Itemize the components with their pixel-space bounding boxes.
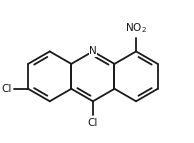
Text: Cl: Cl [2,84,12,94]
Text: NO$_2$: NO$_2$ [125,22,147,35]
Text: N: N [89,46,97,56]
Text: Cl: Cl [88,118,98,128]
